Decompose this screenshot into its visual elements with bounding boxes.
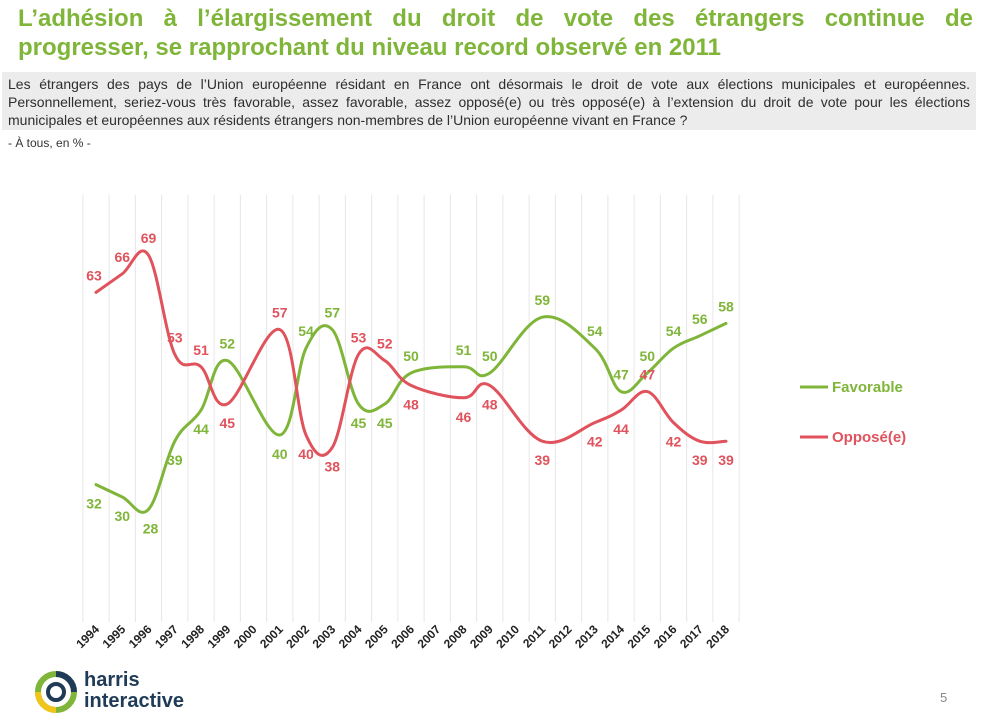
x-tick-label: 2011 <box>520 622 549 651</box>
x-tick-label: 2005 <box>362 622 391 651</box>
x-tick-label: 2008 <box>441 622 470 651</box>
x-tick-label: 2012 <box>546 622 575 651</box>
logo-line-2: interactive <box>84 690 185 712</box>
favorable-data-label: 47 <box>613 367 629 383</box>
slide-title: L’adhésion à l’élargissement du droit de… <box>18 5 973 61</box>
oppose-data-label: 39 <box>718 452 734 468</box>
favorable-data-label: 54 <box>666 323 682 339</box>
oppose-data-label: 47 <box>639 367 655 383</box>
oppose-series-line <box>94 249 728 457</box>
harris-logo-icon <box>35 671 77 713</box>
favorable-data-label: 50 <box>639 348 655 364</box>
x-tick-label: 1997 <box>152 622 181 651</box>
oppose-data-label: 63 <box>86 267 102 283</box>
x-tick-label: 2013 <box>572 622 601 651</box>
favorable-data-label: 54 <box>298 323 314 339</box>
x-tick-label: 2014 <box>598 622 627 651</box>
oppose-data-label: 39 <box>692 452 708 468</box>
favorable-data-label: 40 <box>272 446 288 462</box>
favorable-data-label: 32 <box>86 496 102 512</box>
oppose-data-label: 38 <box>324 458 340 474</box>
favorable-data-label: 28 <box>143 520 159 536</box>
favorable-data-label: 45 <box>351 415 367 431</box>
x-tick-label: 1994 <box>73 622 102 651</box>
favorable-data-label: 30 <box>114 508 130 524</box>
x-tick-label: 1998 <box>178 622 207 651</box>
x-tick-label: 2010 <box>493 622 522 651</box>
oppose-data-label: 48 <box>482 396 498 412</box>
oppose-data-label: 42 <box>666 434 682 450</box>
question-text: Les étrangers des pays de l’Union europé… <box>2 72 976 130</box>
oppose-data-label: 42 <box>587 434 603 450</box>
favorable-data-label: 59 <box>534 292 550 308</box>
x-tick-label: 2006 <box>388 622 417 651</box>
x-tick-label: 2001 <box>257 622 286 651</box>
oppose-data-label: 69 <box>141 230 157 246</box>
favorable-data-label: 50 <box>482 348 498 364</box>
x-tick-label: 1996 <box>126 622 155 651</box>
oppose-data-label: 52 <box>377 336 393 352</box>
favorable-series-line <box>94 315 728 514</box>
x-tick-label: 2009 <box>467 622 496 651</box>
favorable-data-label: 50 <box>403 348 419 364</box>
x-tick-label: 1995 <box>100 622 129 651</box>
oppose-data-label: 51 <box>193 342 209 358</box>
logo-text: harris interactive <box>84 670 184 712</box>
legend-label: Favorable <box>832 379 903 396</box>
favorable-data-label: 45 <box>377 415 393 431</box>
x-tick-label: 2007 <box>415 622 444 651</box>
base-note: - À tous, en % - <box>8 136 91 150</box>
x-tick-label: 1999 <box>205 622 234 651</box>
favorable-data-label: 58 <box>718 298 734 314</box>
x-tick-label: 2002 <box>283 622 312 651</box>
favorable-data-label: 57 <box>324 305 340 321</box>
favorable-data-label: 52 <box>219 336 235 352</box>
x-tick-label: 2017 <box>677 622 706 651</box>
oppose-data-label: 53 <box>167 329 183 345</box>
x-tick-label: 2003 <box>310 622 339 651</box>
x-tick-label: 2004 <box>336 622 365 651</box>
x-tick-label: 2000 <box>231 622 260 651</box>
oppose-data-label: 46 <box>456 409 472 425</box>
oppose-data-label: 66 <box>114 249 130 265</box>
page-number: 5 <box>940 690 948 705</box>
logo-line-1: harris <box>84 669 140 691</box>
favorable-data-label: 39 <box>167 452 183 468</box>
oppose-data-label: 40 <box>298 446 314 462</box>
oppose-data-label: 53 <box>351 329 367 345</box>
x-tick-label: 2015 <box>625 622 654 651</box>
favorable-data-label: 44 <box>193 421 209 437</box>
legend-label: Opposé(e) <box>832 429 906 446</box>
favorable-data-label: 54 <box>587 323 603 339</box>
x-tick-label: 2016 <box>651 622 680 651</box>
oppose-data-label: 44 <box>613 421 629 437</box>
favorable-data-label: 56 <box>692 311 708 327</box>
oppose-data-label: 48 <box>403 396 419 412</box>
oppose-data-label: 45 <box>219 415 235 431</box>
oppose-data-label: 39 <box>534 452 550 468</box>
favorable-data-label: 51 <box>456 342 472 358</box>
oppose-data-label: 57 <box>272 305 288 321</box>
x-tick-label: 2018 <box>703 622 732 651</box>
